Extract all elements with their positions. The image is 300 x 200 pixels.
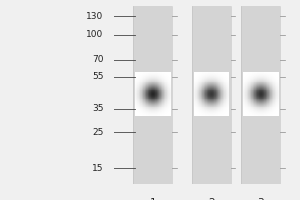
- Text: 35: 35: [92, 104, 103, 113]
- Text: 70: 70: [92, 55, 103, 64]
- Text: 15: 15: [92, 164, 103, 173]
- Bar: [134, 6, 172, 184]
- Text: 55: 55: [92, 72, 103, 81]
- Text: 1: 1: [150, 198, 156, 200]
- Text: 100: 100: [86, 30, 104, 39]
- Text: 3: 3: [258, 198, 264, 200]
- Text: 2: 2: [208, 198, 215, 200]
- Text: 130: 130: [86, 12, 104, 21]
- Bar: [242, 6, 280, 184]
- Bar: [192, 6, 231, 184]
- Text: 25: 25: [92, 128, 103, 137]
